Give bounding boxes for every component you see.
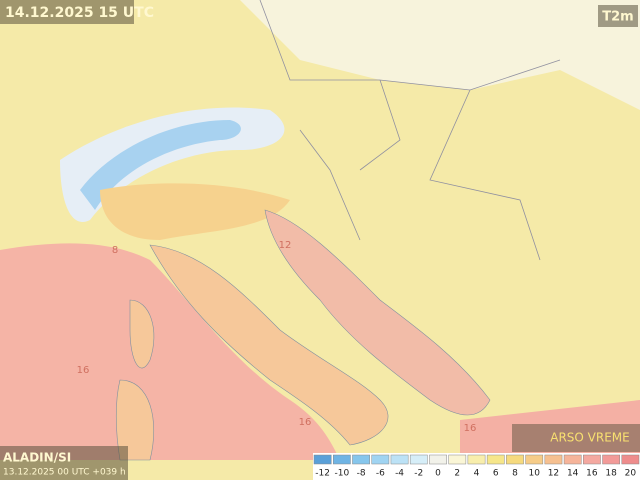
- colorbar-swatch: [602, 454, 621, 465]
- northern-land: [240, 0, 640, 110]
- colorbar-swatch: [313, 454, 332, 465]
- contour-label: 16: [299, 417, 312, 428]
- borders: [259, 0, 561, 261]
- adriatic-sea: [264, 209, 491, 416]
- model-box: [0, 446, 128, 480]
- colorbar-swatch: [429, 454, 447, 465]
- colorbar-swatch: [332, 454, 351, 465]
- run: 13.12.2025 00 UTC +039 h: [3, 468, 126, 478]
- colorbar-label: -12: [315, 469, 330, 479]
- colorbar-label: 0: [435, 469, 441, 479]
- colorbar-label: -8: [357, 469, 366, 479]
- title: 14.12.2025 15 UTC: [5, 5, 154, 21]
- contour-label: 8: [112, 245, 118, 256]
- logo: ARSO VREME: [550, 431, 630, 445]
- parameter: T2m: [602, 10, 633, 25]
- colorbar-label: 10: [528, 469, 540, 479]
- colorbar-label: 20: [625, 469, 637, 479]
- colorbar-label: 14: [567, 469, 579, 479]
- colorbar-label: 6: [493, 469, 499, 479]
- colorbar-swatch: [352, 454, 370, 465]
- italy: [149, 244, 389, 446]
- colorbar-swatch: [409, 454, 428, 465]
- colorbar-label: 4: [474, 469, 480, 479]
- tyrrhenian-sea: [0, 243, 340, 460]
- colorbar: -12 -10 -8 -6 -4 -2 0 2 4 6 8 10 12 14 16 18 20: [313, 453, 640, 480]
- colorbar-swatch: [583, 454, 601, 465]
- colorbar-swatch: [486, 454, 505, 465]
- colorbar-label: 18: [605, 469, 617, 479]
- colorbar-swatch: [525, 454, 544, 465]
- corsica: [129, 299, 155, 369]
- colorbar-label: 16: [586, 469, 598, 479]
- contour-labels: 12 16 16 16 8: [77, 240, 477, 434]
- model: ALADIN/SI: [3, 451, 71, 465]
- alps-cold: [80, 120, 241, 210]
- contour-label: 16: [77, 365, 90, 376]
- title-box: [0, 0, 134, 24]
- colorbar-swatch: [390, 454, 409, 465]
- colorbar-swatch: [563, 454, 582, 465]
- colorbar-label: 8: [512, 469, 518, 479]
- parameter-box: [598, 5, 638, 27]
- logo-box: [512, 424, 640, 452]
- colorbar-label: -6: [376, 469, 385, 479]
- colorbar-label: -10: [335, 469, 350, 479]
- colorbar-label: -4: [395, 469, 404, 479]
- po-valley: [100, 183, 290, 240]
- colorbar-swatch: [506, 454, 524, 465]
- colorbar-label: -2: [414, 469, 423, 479]
- colorbar-swatch: [467, 454, 486, 465]
- sardinia: [115, 379, 155, 461]
- contour-label: 12: [279, 240, 292, 251]
- colorbar-swatch: [621, 454, 640, 465]
- colorbar-label: 2: [454, 469, 460, 479]
- colorbar-swatch: [544, 454, 563, 465]
- colorbar-swatch: [371, 454, 390, 465]
- colorbar-swatch: [448, 454, 467, 465]
- colorbar-label: 12: [548, 469, 559, 479]
- contour-label: 16: [464, 423, 477, 434]
